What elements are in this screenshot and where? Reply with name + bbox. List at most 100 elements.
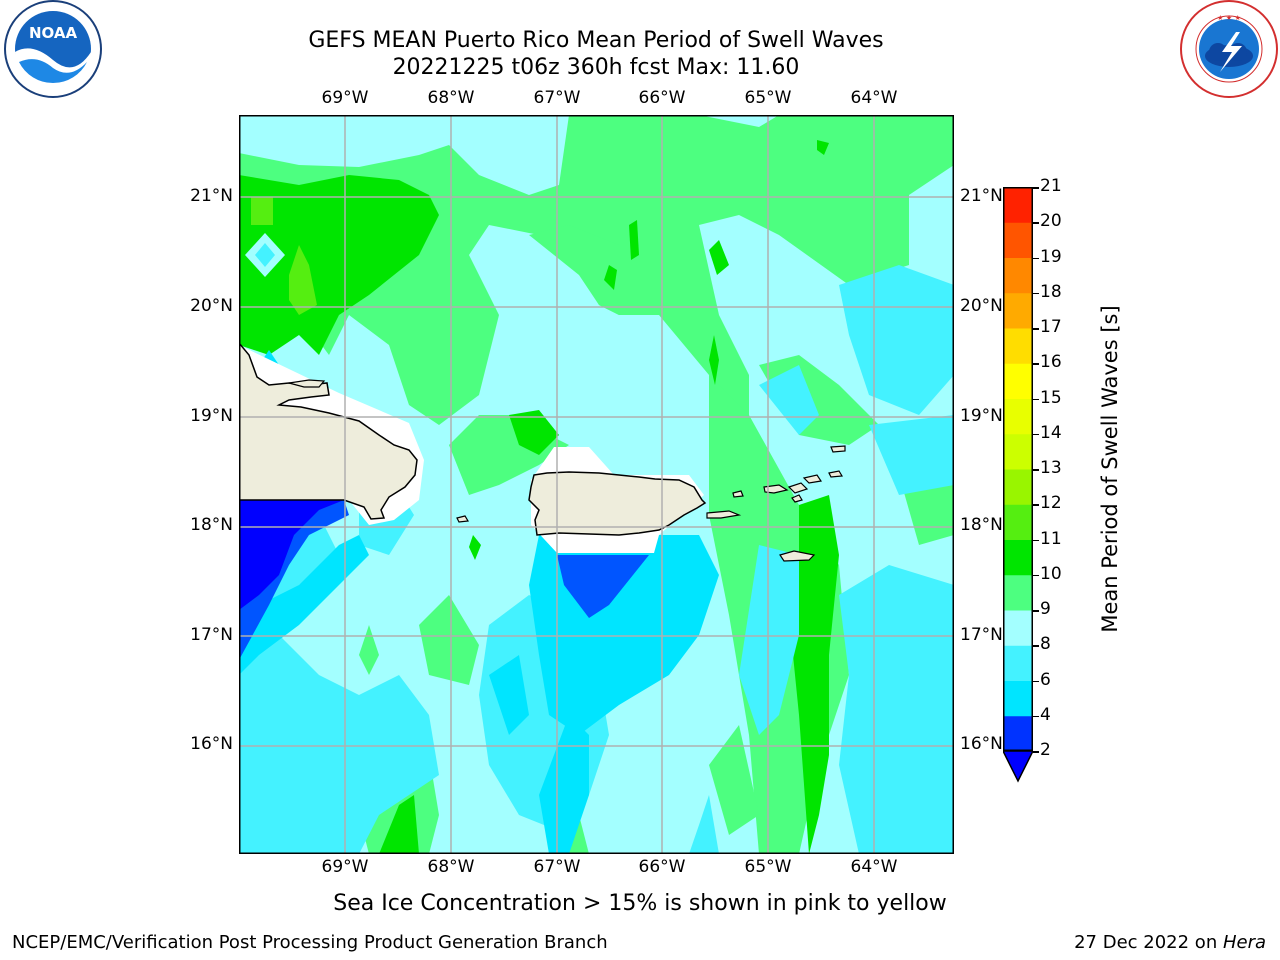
colorbar-tick-label: 18 xyxy=(1040,281,1062,302)
footer-date-text: 27 Dec 2022 on xyxy=(1074,932,1223,953)
colorbar-tick-mark xyxy=(1033,751,1039,753)
colorbar-tick-label: 4 xyxy=(1040,704,1051,725)
colorbar-swatch xyxy=(1003,715,1033,752)
svg-text:★ ★ ★: ★ ★ ★ xyxy=(1217,14,1241,22)
colorbar-tick-label: 10 xyxy=(1040,563,1062,584)
colorbar-tick-label: 2 xyxy=(1040,740,1051,760)
colorbar-tick-label: 16 xyxy=(1040,352,1062,373)
colorbar-tick-mark xyxy=(1033,433,1039,436)
lon-tick-bottom-2: 68°W xyxy=(427,857,475,877)
colorbar-swatch xyxy=(1003,398,1033,435)
colorbar-labels: 2 4 6 8 9 10 11 12 13 14 15 16 17 18 19 20 21 xyxy=(1033,176,1090,760)
colorbar-tick-mark xyxy=(1033,187,1039,189)
noaa-logo-text: NOAA xyxy=(29,24,78,42)
colorbar-swatch xyxy=(1003,257,1033,294)
footer-producer: NCEP/EMC/Verification Post Processing Pr… xyxy=(12,932,608,953)
map-plot-area xyxy=(238,115,954,854)
map-frame xyxy=(239,115,954,854)
colorbar-tick-label: 17 xyxy=(1040,317,1062,337)
noaa-logo: NOAA xyxy=(2,0,104,102)
contour-10-11 xyxy=(239,140,839,854)
lat-tick-left-3: 19°N xyxy=(190,406,233,426)
colorbar-title: Mean Period of Swell Waves [s] xyxy=(1098,305,1122,633)
colorbar-swatch xyxy=(1003,222,1033,258)
nws-logo: ★ ★ ★ xyxy=(1178,0,1280,102)
lat-tick-left-4: 18°N xyxy=(190,515,233,535)
colorbar-swatch xyxy=(1003,574,1033,611)
lon-tick-bottom-4: 66°W xyxy=(638,857,686,877)
colorbar-tick-mark xyxy=(1033,363,1039,365)
colorbar-tick-mark xyxy=(1033,539,1039,541)
land-puerto-rico xyxy=(528,471,707,536)
lon-tick-bottom-1: 69°W xyxy=(321,857,369,877)
colorbar-tick-label: 14 xyxy=(1040,422,1062,443)
lat-tick-right-3: 19°N xyxy=(960,406,1003,426)
noaa-logo-icon: NOAA xyxy=(4,0,102,98)
colorbar-tick-label: 19 xyxy=(1040,246,1062,267)
colorbar-tick-label: 6 xyxy=(1040,669,1051,690)
colorbar-extend-min xyxy=(1001,750,1035,783)
colorbar-tick-mark xyxy=(1033,222,1039,224)
colorbar-tick-label: 8 xyxy=(1040,634,1051,655)
lat-tick-left-1: 21°N xyxy=(190,186,233,206)
colorbar-tick-mark xyxy=(1033,574,1039,577)
lon-tick-bottom-6: 64°W xyxy=(850,857,898,877)
lon-tick-top-2: 68°W xyxy=(427,88,475,108)
colorbar-tick-mark xyxy=(1033,504,1039,506)
colorbar-swatch xyxy=(1003,363,1033,399)
lat-tick-right-4: 18°N xyxy=(960,515,1003,535)
colorbar-swatch xyxy=(1003,187,1033,223)
lon-tick-bottom-3: 67°W xyxy=(533,857,581,877)
lon-tick-top-6: 64°W xyxy=(850,88,898,108)
colorbar-tick-mark xyxy=(1033,469,1039,471)
contour-11-12-b xyxy=(289,245,317,315)
lat-tick-left-5: 17°N xyxy=(190,625,233,645)
colorbar-title-wrap: Mean Period of Swell Waves [s] xyxy=(1097,187,1123,751)
lat-tick-right-1: 21°N xyxy=(960,186,1003,206)
colorbar-tick-mark xyxy=(1033,610,1039,612)
colorbar-tick-mark xyxy=(1033,292,1039,295)
footer-date: 27 Dec 2022 on Hera xyxy=(1074,932,1266,953)
lat-tick-right-2: 20°N xyxy=(960,296,1003,316)
colorbar-swatch xyxy=(1003,610,1033,646)
colorbar-tick-label: 12 xyxy=(1040,493,1062,514)
colorbar-swatch xyxy=(1003,504,1033,540)
colorbar-tick-label: 15 xyxy=(1040,387,1062,408)
chart-title-line2: 20221225 t06z 360h fcst Max: 11.60 xyxy=(392,55,800,80)
lon-tick-top-4: 66°W xyxy=(638,88,686,108)
lon-tick-top-3: 67°W xyxy=(533,88,581,108)
colorbar-tick-label: 13 xyxy=(1040,458,1062,478)
lon-tick-top-1: 69°W xyxy=(321,88,369,108)
colorbar-tick-label: 21 xyxy=(1040,176,1062,196)
chart-title-line1: GEFS MEAN Puerto Rico Mean Period of Swe… xyxy=(308,28,884,53)
colorbar-tick-mark xyxy=(1033,257,1039,259)
colorbar-tick-label: 20 xyxy=(1040,211,1062,232)
colorbar-tick-mark xyxy=(1033,398,1039,400)
land-small-islands xyxy=(288,379,846,562)
colorbar-tick-mark xyxy=(1033,680,1039,682)
nws-logo-icon: ★ ★ ★ xyxy=(1180,0,1278,98)
footer-host: Hera xyxy=(1222,932,1266,953)
colorbar-swatch xyxy=(1003,433,1033,470)
colorbar-tick-label: 9 xyxy=(1040,599,1051,619)
map-gridlines xyxy=(239,115,954,854)
colorbar xyxy=(1001,187,1035,783)
colorbar-swatch xyxy=(1003,469,1033,505)
sea-ice-caption: Sea Ice Concentration > 15% is shown in … xyxy=(333,891,947,916)
colorbar-tick-mark xyxy=(1033,715,1039,718)
lat-tick-left-6: 16°N xyxy=(190,734,233,754)
colorbar-swatch xyxy=(1003,680,1033,717)
colorbar-tick-mark xyxy=(1033,645,1039,647)
lon-tick-bottom-5: 65°W xyxy=(744,857,792,877)
colorbar-tick-mark xyxy=(1033,328,1039,330)
contour-11-12 xyxy=(251,197,273,225)
colorbar-swatch xyxy=(1003,292,1033,329)
colorbar-frame xyxy=(1003,187,1033,751)
lat-tick-left-2: 20°N xyxy=(190,296,233,316)
colorbar-swatch xyxy=(1003,539,1033,576)
colorbar-swatch xyxy=(1003,645,1033,681)
lon-tick-top-5: 65°W xyxy=(744,88,792,108)
lat-tick-right-5: 17°N xyxy=(960,625,1003,645)
lat-tick-right-6: 16°N xyxy=(960,734,1003,754)
colorbar-tick-label: 11 xyxy=(1040,528,1062,549)
